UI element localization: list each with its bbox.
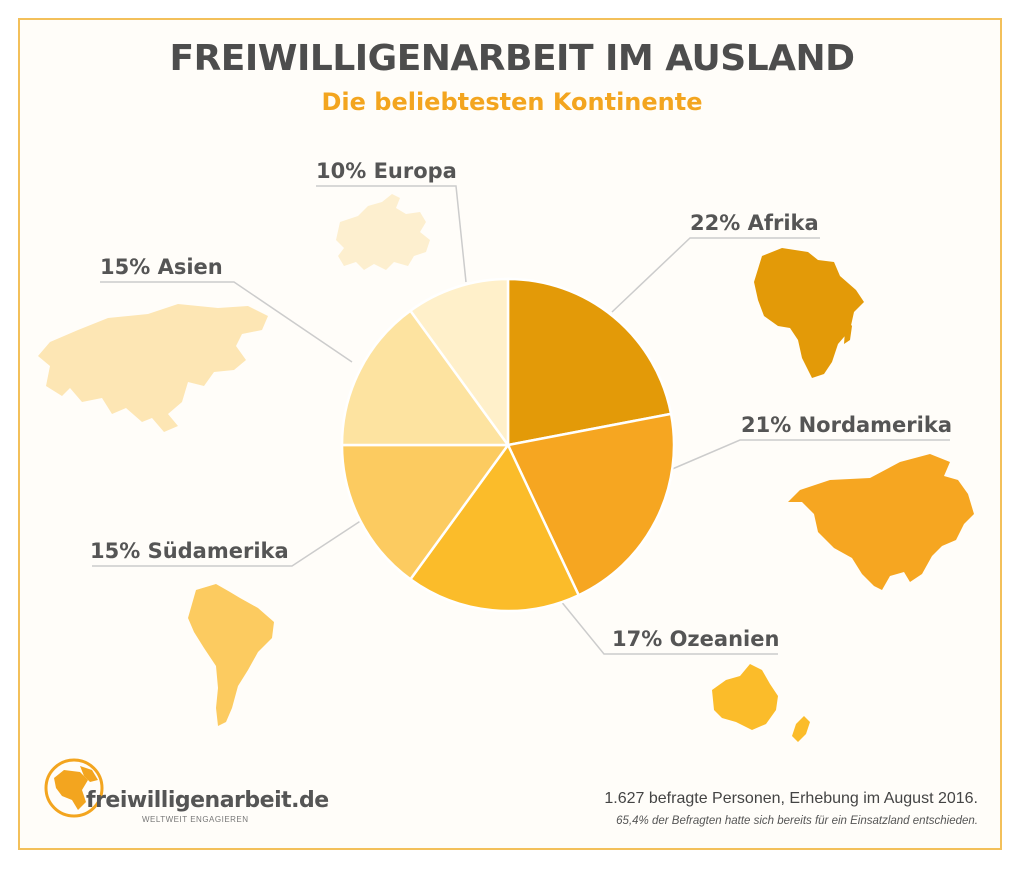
slice-label-asien: 15% Asien bbox=[100, 255, 223, 279]
pie-slice-asien bbox=[340, 308, 511, 447]
leader-line-afrika bbox=[611, 237, 820, 313]
slice-labels: 22% Afrika 21% Nordamerika 17% Ozeanien 15%… bbox=[90, 159, 952, 651]
chart-title: FREIWILLIGENARBEIT IM AUSLAND bbox=[169, 38, 855, 79]
survey-subnote: 65,4% der Befragten hatte sich bereits f… bbox=[616, 815, 978, 827]
chart-subtitle: Die beliebtesten Kontinente bbox=[321, 88, 703, 116]
leader-line-ozeanien bbox=[559, 599, 778, 655]
label-leader-lines bbox=[92, 185, 950, 655]
pie-slice-afrika bbox=[506, 277, 673, 447]
pie-slice-ozeanien bbox=[408, 442, 581, 613]
continent-illustrations bbox=[38, 194, 974, 742]
leader-line-südamerika bbox=[92, 519, 363, 567]
pie-slices bbox=[340, 277, 676, 613]
south-america-map-icon bbox=[188, 584, 274, 726]
europe-map-icon bbox=[336, 194, 430, 270]
slice-label-südamerika: 15% Südamerika bbox=[90, 539, 289, 563]
brand-name: freiwilligenarbeit.de bbox=[86, 788, 329, 813]
slice-label-afrika: 22% Afrika bbox=[690, 211, 819, 235]
africa-map-icon bbox=[754, 248, 864, 378]
brand-tagline: WELTWEIT ENGAGIEREN bbox=[142, 815, 249, 824]
pie-slice-südamerika bbox=[340, 443, 511, 582]
pie-slice-nordamerika bbox=[506, 412, 676, 597]
leader-line-nordamerika bbox=[669, 439, 950, 471]
brand-logo bbox=[44, 758, 104, 818]
north-america-map-icon bbox=[788, 454, 974, 590]
leader-line-europa bbox=[316, 185, 467, 283]
pie-slice-europa bbox=[408, 277, 510, 449]
slice-label-europa: 10% Europa bbox=[316, 159, 457, 183]
oceania-map-icon bbox=[712, 664, 810, 742]
leader-line-asien bbox=[100, 281, 353, 363]
asia-map-icon bbox=[38, 304, 268, 432]
slice-label-ozeanien: 17% Ozeanien bbox=[612, 627, 779, 651]
slice-label-nordamerika: 21% Nordamerika bbox=[741, 413, 952, 437]
survey-note: 1.627 befragte Personen, Erhebung im Aug… bbox=[604, 790, 978, 807]
